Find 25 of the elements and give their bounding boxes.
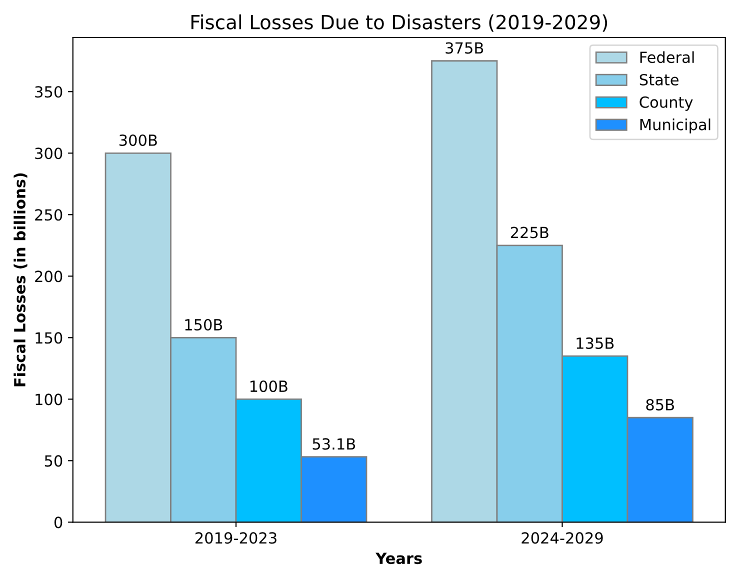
y-tick-label: 250: [35, 209, 62, 221]
data-label: 53.1B: [312, 438, 356, 450]
data-label: 85B: [646, 398, 674, 410]
y-tick-label: 200: [35, 270, 62, 282]
data-label: 150B: [185, 318, 222, 331]
y-tick-label: 50: [44, 455, 62, 467]
legend-label: County: [640, 96, 693, 111]
data-label: 100B: [250, 380, 288, 392]
y-tick-label: 300: [35, 148, 62, 160]
legend-label: Municipal: [640, 118, 710, 134]
y-tick-label: 100: [36, 394, 62, 406]
x-axis-title: Years: [375, 552, 422, 564]
x-tick-label: 2019-2023: [195, 532, 276, 544]
legend-label: Federal: [640, 51, 694, 64]
y-tick-label: 0: [54, 516, 62, 528]
data-label: 225B: [510, 226, 548, 238]
data-label: 300B: [119, 134, 157, 146]
y-axis-title: Fiscal Losses (in billions): [14, 173, 28, 386]
y-tick-label: 150: [36, 332, 62, 344]
data-label: 375B: [446, 42, 484, 54]
legend-label: State: [640, 74, 678, 86]
y-tick-label: 350: [35, 86, 62, 98]
data-label: 135B: [576, 337, 614, 349]
x-tick-label: 2024-2029: [522, 532, 603, 544]
chart-title: Fiscal Losses Due to Disasters (2019-2029): [191, 14, 608, 32]
